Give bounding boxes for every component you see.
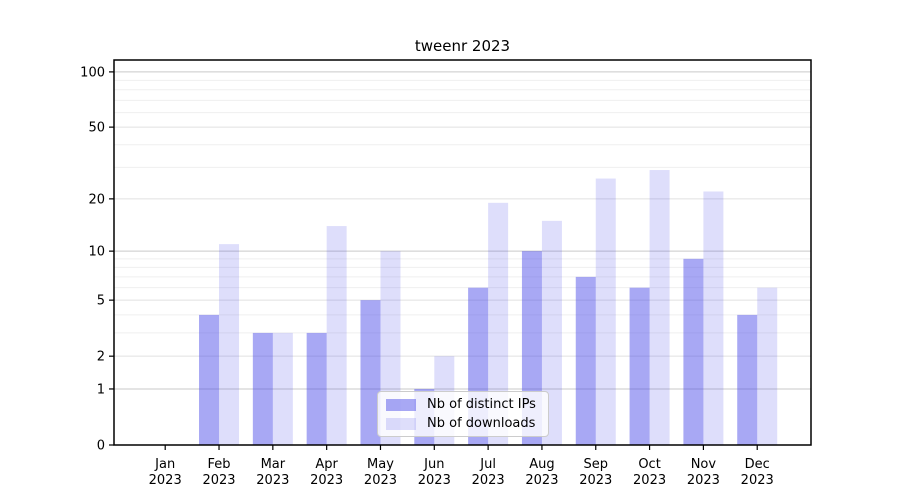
bar-ips-May	[360, 300, 381, 445]
x-tick-label-month: Dec	[745, 457, 770, 472]
bar-downloads-Dec	[757, 287, 778, 445]
bar-downloads-Feb	[219, 244, 240, 445]
y-axis: 0 1 2 5 10 20 50 100	[80, 65, 114, 454]
y-tick-label: 100	[80, 65, 105, 80]
y-tick-label: 20	[88, 192, 105, 207]
x-tick-label-year: 2023	[202, 473, 235, 488]
x-tick-label-year: 2023	[310, 473, 343, 488]
bar-ips-Dec	[737, 314, 758, 445]
y-tick-label: 0	[97, 439, 105, 454]
x-tick-label-month: May	[367, 457, 394, 472]
y-tick-label: 5	[97, 294, 105, 309]
y-tick-label: 2	[97, 350, 105, 365]
legend-swatch-icon	[386, 417, 416, 430]
y-tick-label: 50	[88, 121, 105, 136]
bar-downloads-Oct	[649, 170, 670, 445]
x-tick-label-month: Feb	[208, 457, 231, 472]
x-tick-label-month: Apr	[315, 457, 338, 472]
legend-label: Nb of downloads	[427, 416, 536, 431]
bar-downloads-Jul	[488, 202, 509, 445]
x-tick-label-month: Nov	[691, 457, 717, 472]
y-tick-label: 1	[97, 382, 105, 397]
x-axis: Jan2023Feb2023Mar2023Apr2023May2023Jun20…	[149, 445, 774, 488]
gridlines	[114, 71, 811, 390]
bar-downloads-Nov	[703, 191, 724, 445]
bar-ips-Apr	[306, 332, 327, 445]
bar-downloads-Apr	[326, 226, 347, 445]
legend-label: Nb of distinct IPs	[427, 397, 536, 412]
x-tick-label-month: Jan	[154, 457, 175, 472]
y-tick-label: 10	[88, 245, 105, 260]
x-tick-label-month: Jul	[479, 457, 496, 472]
x-tick-label-month: Jun	[423, 457, 444, 472]
x-tick-label-year: 2023	[364, 473, 397, 488]
legend-item: Nb of downloads	[386, 417, 536, 430]
bar-ips-Oct	[629, 287, 650, 445]
x-tick-label-year: 2023	[525, 473, 558, 488]
x-tick-label-month: Mar	[261, 457, 286, 472]
bar-downloads-Mar	[272, 332, 293, 445]
x-tick-label-year: 2023	[579, 473, 612, 488]
x-tick-label-year: 2023	[256, 473, 289, 488]
x-tick-label-year: 2023	[633, 473, 666, 488]
x-tick-label-year: 2023	[418, 473, 451, 488]
x-tick-label-month: Aug	[529, 457, 554, 472]
bar-downloads-Aug	[541, 220, 562, 445]
legend-item: Nb of distinct IPs	[386, 398, 536, 411]
plot-border	[113, 59, 812, 446]
bar-ips-Feb	[199, 314, 220, 445]
chart-title: tweenr 2023	[414, 37, 511, 55]
x-tick-label-month: Oct	[638, 457, 660, 472]
bar-ips-Mar	[252, 332, 273, 445]
bar-downloads-Sep	[595, 178, 616, 446]
x-tick-label-month: Sep	[584, 457, 609, 472]
x-tick-label-year: 2023	[472, 473, 505, 488]
legend: Nb of distinct IPs Nb of downloads	[377, 391, 549, 437]
x-tick-label-year: 2023	[687, 473, 720, 488]
bar-ips-Sep	[575, 276, 596, 445]
x-tick-label-year: 2023	[741, 473, 774, 488]
x-tick-label-year: 2023	[149, 473, 182, 488]
bar-ips-Nov	[683, 258, 704, 445]
legend-swatch-icon	[386, 398, 416, 411]
